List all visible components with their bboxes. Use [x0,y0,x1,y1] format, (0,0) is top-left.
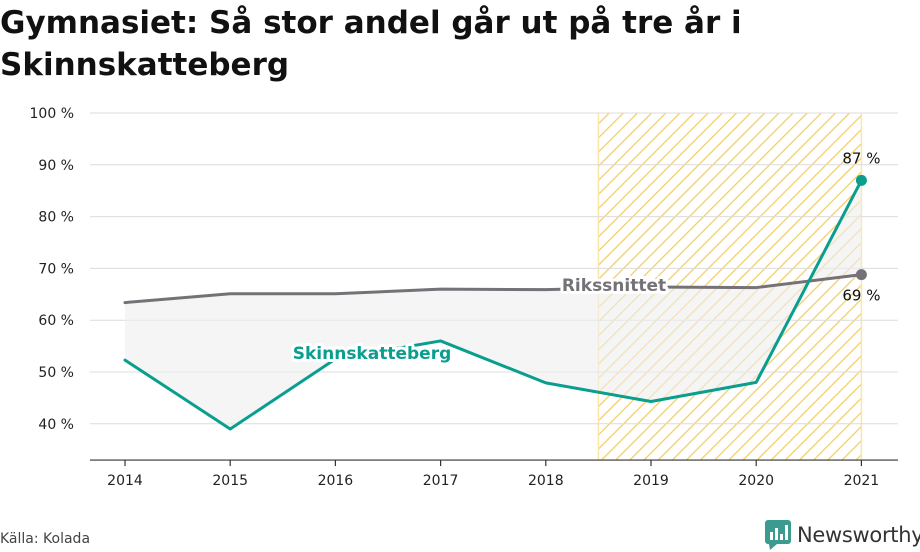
y-tick-label: 100 % [30,106,74,122]
endpoint-skinnskatteberg [855,174,867,186]
y-tick-label: 70 % [38,261,74,277]
series-line-skinnskatteberg [123,178,863,431]
brand-name: Newsworthy [797,523,920,547]
x-tick-label: 2018 [528,473,564,489]
gap-area [125,180,862,429]
y-tick-label: 80 % [38,210,74,226]
y-tick-label: 60 % [38,313,74,329]
chart-title: Gymnasiet: Så stor andel går ut på tre å… [0,5,742,83]
source-note: Källa: Kolada [0,531,91,547]
data-label-skinnskatteberg-end: 87 % [842,149,880,167]
series-label-rikssnittet: Rikssnittet [562,276,666,296]
endpoint-rikssnittet [855,269,867,281]
series-line-rikssnittet [123,273,863,305]
y-tick-label: 40 % [38,417,74,433]
x-tick-label: 2021 [844,473,880,489]
x-tick-label: 2016 [318,473,354,489]
data-label-rikssnittet-end: 69 % [842,287,880,305]
y-tick-label: 50 % [38,365,74,381]
x-tick-label: 2015 [212,473,248,489]
x-tick-label: 2019 [633,473,669,489]
y-tick-label: 90 % [38,158,74,174]
series-label-skinnskatteberg: Skinnskatteberg [293,344,452,364]
brand-logo: Newsworthy [765,520,920,550]
newsworthy-logo-icon [765,520,791,550]
x-tick-label: 2020 [738,473,774,489]
x-tick-label: 2017 [423,473,459,489]
x-tick-label: 2014 [107,473,143,489]
